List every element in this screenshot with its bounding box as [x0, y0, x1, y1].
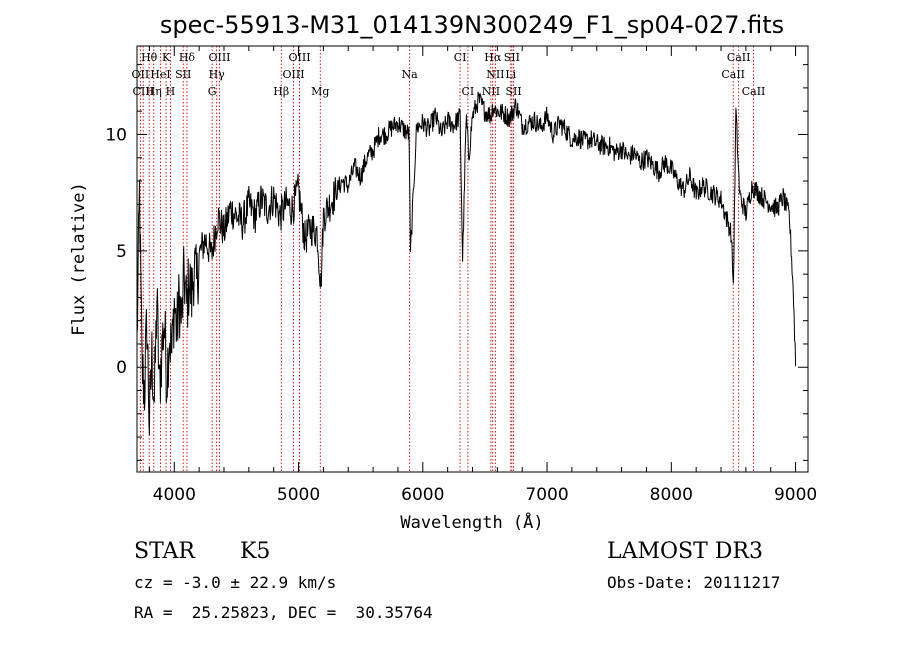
- x-tick-label: 5000: [277, 485, 320, 505]
- x-axis-ticks: 4000 5000 6000 7000 8000 9000: [148, 46, 817, 505]
- line-marker-label: CaII: [727, 51, 751, 64]
- y-axis-ticks: 0 5 10: [105, 64, 808, 461]
- line-marker-label: Hη: [146, 85, 162, 98]
- line-marker-label: Li: [505, 68, 516, 81]
- x-tick-label: 8000: [650, 485, 693, 505]
- line-marker-label: CaII: [721, 68, 745, 81]
- x-tick-label: 4000: [153, 485, 196, 505]
- survey-name: LAMOST DR3: [607, 539, 763, 564]
- y-tick-label: 10: [105, 125, 127, 145]
- line-marker-label: NII: [486, 68, 504, 81]
- y-axis-label: Flux (relative): [69, 182, 89, 336]
- obs-date: Obs-Date: 20111217: [607, 573, 780, 592]
- line-marker-label: CI: [462, 85, 475, 98]
- line-marker-label: G: [208, 85, 217, 98]
- line-marker-label: CI: [454, 51, 467, 64]
- line-marker-label: SII: [504, 51, 520, 64]
- line-marker-label: OIII: [208, 51, 230, 64]
- line-marker-label: K: [162, 51, 171, 64]
- line-markers: [139, 46, 755, 472]
- line-marker-label: Hδ: [179, 51, 196, 64]
- line-marker-label: Hα: [484, 51, 502, 64]
- y-tick-label: 0: [116, 358, 127, 378]
- x-tick-label: 7000: [525, 485, 568, 505]
- coordinates-text: RA = 25.25823, DEC = 30.35764: [134, 603, 433, 622]
- line-marker-label: Hγ: [209, 68, 226, 81]
- redshift-text: cz = -3.0 ± 22.9 km/s: [134, 573, 336, 592]
- subclass: K5: [240, 539, 270, 564]
- line-marker-label: HeI: [150, 68, 170, 81]
- line-marker-label: SII: [175, 68, 191, 81]
- line-marker-label: OII: [131, 68, 149, 81]
- plot-frame: [136, 45, 809, 473]
- chart-title: spec-55913-M31_014139N300249_F1_sp04-027…: [160, 11, 784, 39]
- line-marker-label: Na: [402, 68, 419, 81]
- flux-series-line: [136, 91, 797, 436]
- line-marker-label: Hβ: [273, 85, 289, 98]
- line-marker-label: CaII: [742, 85, 766, 98]
- line-marker-label: SII: [506, 85, 522, 98]
- line-marker-label: OIII: [283, 68, 305, 81]
- line-marker-label: Hθ: [141, 51, 158, 64]
- x-axis-label: Wavelength (Å): [400, 511, 543, 533]
- line-marker-label: OIII: [288, 51, 310, 64]
- object-class: STAR: [134, 539, 196, 564]
- x-tick-label: 9000: [774, 485, 817, 505]
- line-marker-label: Mg: [311, 85, 329, 98]
- y-tick-label: 5: [116, 242, 127, 262]
- line-marker-label: H: [166, 85, 176, 98]
- line-marker-label: NII: [482, 85, 500, 98]
- x-tick-label: 6000: [401, 485, 444, 505]
